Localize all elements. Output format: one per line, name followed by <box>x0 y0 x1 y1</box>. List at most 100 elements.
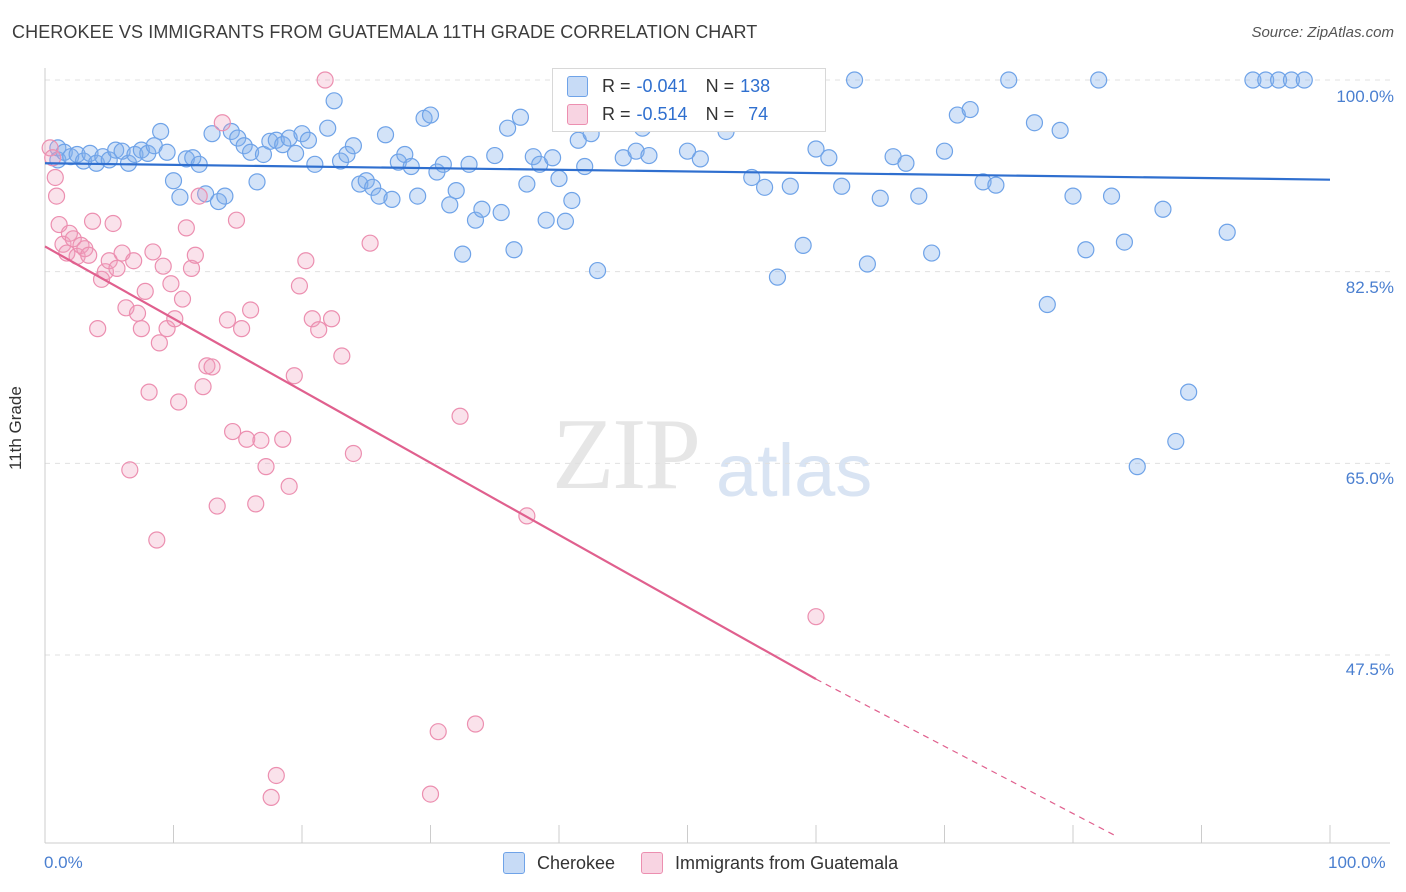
data-point-guatemala <box>297 252 315 270</box>
legend-label: Immigrants from Guatemala <box>675 852 899 873</box>
data-point-cherokee <box>1090 71 1108 89</box>
chart-title: CHEROKEE VS IMMIGRANTS FROM GUATEMALA 11… <box>12 22 758 42</box>
data-point-cherokee <box>640 146 658 165</box>
data-point-guatemala <box>224 422 242 441</box>
data-point-guatemala <box>125 252 143 270</box>
data-point-cherokee <box>486 146 504 165</box>
data-point-cherokee <box>492 203 510 222</box>
data-point-guatemala <box>238 430 256 448</box>
legend-item-guatemala: Immigrants from Guatemala <box>641 852 898 874</box>
data-point-cherokee <box>203 125 221 143</box>
data-point-guatemala <box>218 311 237 329</box>
data-point-guatemala <box>208 497 226 515</box>
data-point-cherokee <box>794 236 812 254</box>
data-point-cherokee <box>325 92 343 110</box>
data-point-cherokee <box>1154 200 1172 218</box>
legend-item-cherokee: Cherokee <box>503 852 615 874</box>
trendline-cherokee <box>44 162 1331 181</box>
data-point-cherokee <box>871 189 889 207</box>
data-point-cherokee <box>1102 187 1121 205</box>
data-point-cherokee <box>556 212 575 230</box>
legend-swatch-pink <box>567 103 588 125</box>
data-point-cherokee <box>987 176 1005 194</box>
legend-n-value: 74 <box>748 103 769 124</box>
data-point-cherokee <box>576 157 594 176</box>
data-point-guatemala <box>274 430 292 448</box>
data-point-guatemala <box>466 715 485 733</box>
data-point-guatemala <box>451 407 469 425</box>
data-point-cherokee <box>242 143 260 161</box>
data-point-cherokee <box>678 142 697 160</box>
data-point-cherokee <box>158 143 176 161</box>
series-legend: Cherokee Immigrants from Guatemala <box>503 852 924 874</box>
legend-swatch-blue <box>503 852 525 874</box>
data-point-cherokee <box>518 175 536 193</box>
data-point-guatemala <box>203 358 221 376</box>
data-point-cherokee <box>961 100 979 119</box>
data-point-cherokee <box>441 196 459 214</box>
data-point-cherokee <box>364 178 382 196</box>
data-point-cherokee <box>370 187 388 205</box>
data-point-cherokee <box>248 173 266 191</box>
data-point-guatemala <box>150 334 168 352</box>
data-point-guatemala <box>132 320 150 338</box>
data-point-guatemala <box>170 393 188 411</box>
legend-row-guatemala: R = -0.514 N = 74 <box>567 101 768 127</box>
data-point-guatemala <box>267 766 285 785</box>
data-point-cherokee <box>768 268 787 286</box>
data-point-guatemala <box>227 211 246 229</box>
data-point-cherokee <box>781 177 799 195</box>
data-point-cherokee <box>383 190 401 208</box>
data-point-cherokee <box>344 137 362 155</box>
data-point-cherokee <box>152 122 170 141</box>
y-tick-label: 47.5% <box>1345 660 1394 679</box>
data-point-cherokee <box>306 155 324 173</box>
data-point-cherokee <box>923 244 941 262</box>
data-point-cherokee <box>755 178 774 196</box>
data-point-cherokee <box>1257 71 1275 89</box>
data-point-cherokee <box>543 149 562 167</box>
data-point-guatemala <box>83 212 102 230</box>
data-point-cherokee <box>466 211 485 229</box>
data-point-cherokee <box>164 172 183 190</box>
data-point-cherokee <box>499 119 517 137</box>
data-point-cherokee <box>537 211 555 229</box>
data-point-guatemala <box>361 234 379 252</box>
data-point-cherokee <box>421 106 440 124</box>
data-point-cherokee <box>357 172 375 190</box>
data-point-cherokee <box>511 108 530 126</box>
data-point-cherokee <box>274 136 292 154</box>
legend-label: Cherokee <box>537 852 616 873</box>
data-point-cherokee <box>743 168 761 187</box>
data-point-cherokee <box>107 141 125 159</box>
data-point-guatemala <box>54 235 72 253</box>
data-point-guatemala <box>285 367 303 385</box>
data-point-cherokee <box>974 173 992 191</box>
x-tick-label: 0.0% <box>44 853 83 872</box>
data-point-guatemala <box>242 301 260 319</box>
data-point-cherokee <box>409 187 427 205</box>
data-point-guatemala <box>44 149 62 167</box>
data-point-guatemala <box>80 246 98 264</box>
data-point-cherokee <box>280 129 298 147</box>
data-point-cherokee <box>454 245 472 263</box>
data-point-guatemala <box>190 187 208 205</box>
data-point-guatemala <box>177 219 195 237</box>
y-tick-label: 82.5% <box>1345 278 1394 297</box>
legend-row-cherokee: R = -0.041 N = 138 <box>567 73 770 99</box>
legend-swatch-pink <box>641 852 664 874</box>
data-point-cherokee <box>68 145 86 164</box>
data-point-cherokee <box>833 177 851 195</box>
data-point-guatemala <box>140 383 158 401</box>
data-point-cherokee <box>1038 295 1056 314</box>
data-point-cherokee <box>338 145 356 164</box>
data-point-cherokee <box>858 255 877 273</box>
data-point-guatemala <box>421 785 440 803</box>
data-point-cherokee <box>897 154 915 172</box>
data-point-guatemala <box>213 114 231 132</box>
data-point-cherokee <box>447 182 465 200</box>
data-point-guatemala <box>89 320 107 338</box>
data-point-guatemala <box>233 320 251 338</box>
data-point-guatemala <box>41 139 59 157</box>
watermark-zip: ZIP <box>552 398 701 511</box>
